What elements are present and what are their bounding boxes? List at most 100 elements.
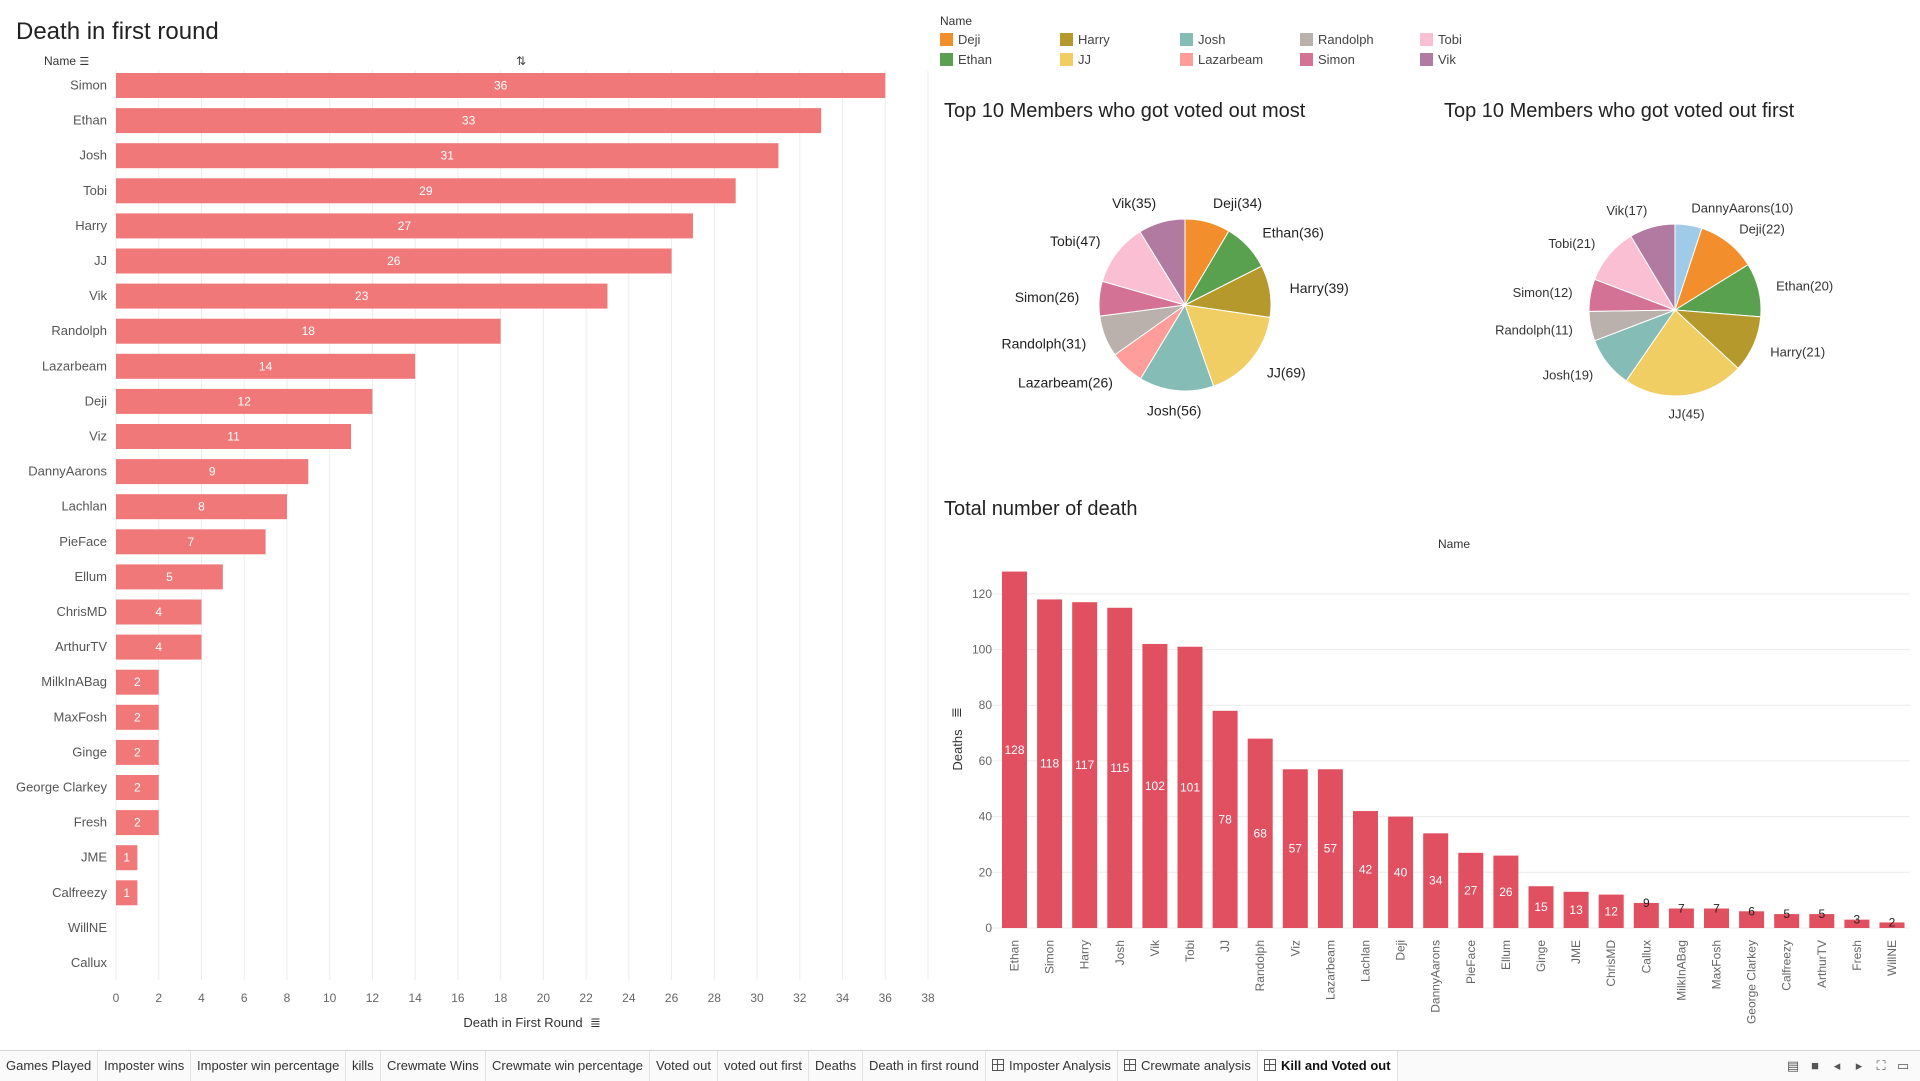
slice-tobi[interactable] [1101,231,1187,306]
tab-crewmate-wins[interactable]: Crewmate Wins [381,1051,486,1081]
bar-deji[interactable] [1388,816,1414,928]
x-axis-sort-icon[interactable]: ≣ [590,1015,601,1030]
bar-dannyaarons[interactable] [116,459,309,485]
bar-harry[interactable] [1072,602,1098,928]
bar-tobi[interactable] [116,178,736,204]
bar-vik[interactable] [116,283,608,309]
bar-simon[interactable] [1037,599,1063,928]
bar-ginge[interactable] [1528,886,1554,928]
bar-value-label: 2 [134,710,141,724]
bar-josh[interactable] [1107,607,1133,928]
bar-value-label: 11 [227,430,240,444]
bar-pieface[interactable] [116,529,266,555]
bar-callux[interactable] [1633,902,1659,928]
present-icon[interactable]: ▭ [1896,1058,1910,1073]
slice-vik[interactable] [1630,223,1676,312]
legend-item-ethan[interactable]: Ethan [940,52,992,67]
bar-jj[interactable] [1212,710,1238,928]
legend-item-randolph[interactable]: Randolph [1300,32,1374,47]
bar-arthurtv[interactable] [1809,914,1835,928]
bar-randolph[interactable] [116,318,501,344]
bar-jme[interactable] [1563,891,1589,928]
slice-jj[interactable] [1625,309,1739,397]
x-tick-label: 24 [622,991,636,1005]
bar-randolph[interactable] [1247,738,1273,928]
bar-lachlan[interactable] [116,494,287,520]
left-chart-title: Death in first round [16,18,219,45]
bar-maxfosh[interactable] [116,704,159,730]
tab-games-played[interactable]: Games Played [0,1051,99,1081]
bar-jme[interactable] [116,845,138,871]
legend-item-deji[interactable]: Deji [940,32,980,47]
next-sheet-icon[interactable]: ▸ [1855,1058,1863,1073]
fullscreen-icon[interactable]: ⛶ [1876,1058,1886,1073]
bar-calfreezy[interactable] [1774,914,1800,928]
film-view-icon[interactable]: ■ [1811,1058,1819,1073]
slice-jj[interactable] [1184,304,1271,387]
bar-chrismd[interactable] [1598,894,1624,928]
bar-value-label: 2 [1889,915,1896,929]
tab-kill-and-voted-out[interactable]: Kill and Voted out [1258,1051,1398,1081]
bar-dannyaarons[interactable] [1423,833,1449,928]
bar-fresh[interactable] [1844,919,1870,928]
bar-lachlan[interactable] [1353,811,1378,928]
slice-label: Randolph(31) [1001,336,1086,352]
bar-arthurtv[interactable] [116,634,202,660]
bar-deji[interactable] [116,388,373,414]
slice-josh[interactable] [1139,303,1215,392]
bar-pieface[interactable] [1458,852,1484,928]
bar-ethan[interactable] [116,108,822,134]
slice-vik[interactable] [1139,218,1186,307]
bar-vik[interactable] [1142,643,1168,928]
bar-ginge[interactable] [116,739,159,765]
tab-voted-out[interactable]: Voted out [650,1051,718,1081]
bar-harry[interactable] [116,213,693,239]
bar-value-label: 29 [419,184,433,198]
bar-george-clarkey[interactable] [116,775,159,800]
bar-calfreezy[interactable] [116,880,138,906]
tab-death-in-first-round[interactable]: Death in first round [863,1051,986,1081]
tab-crewmate-win-percentage[interactable]: Crewmate win percentage [486,1051,651,1081]
bar-simon[interactable] [116,73,886,98]
bar-lazarbeam[interactable] [116,353,416,379]
tab-deaths[interactable]: Deaths [809,1051,864,1081]
tab-imposter-win-percentage[interactable]: Imposter win percentage [191,1051,347,1081]
tab-crewmate-analysis[interactable]: Crewmate analysis [1118,1051,1258,1081]
bar-lazarbeam[interactable] [1317,769,1343,928]
grid-view-icon[interactable]: ▤ [1786,1058,1800,1073]
bar-ethan[interactable] [1002,571,1027,928]
legend-item-josh[interactable]: Josh [1180,32,1225,47]
bar-viz[interactable] [116,424,352,449]
y-axis-sort-icon[interactable]: ≣ [949,707,964,718]
tab-kills[interactable]: kills [346,1051,381,1081]
bar-ellum[interactable] [1493,855,1519,928]
bar-george-clarkey[interactable] [1739,911,1765,928]
bar-value-label: 57 [1324,842,1338,856]
tab-voted-out-first[interactable]: voted out first [718,1051,810,1081]
bar-willne[interactable] [1879,922,1905,928]
tab-imposter-wins[interactable]: Imposter wins [98,1051,192,1081]
bar-milkinabag[interactable] [116,669,159,695]
sort-icon[interactable]: ☰ [79,56,90,68]
legend-item-tobi[interactable]: Tobi [1420,32,1462,47]
bar-ellum[interactable] [116,564,223,590]
slice-label: JJ(69) [1267,364,1306,380]
bar-chrismd[interactable] [116,599,202,625]
tab-imposter-analysis[interactable]: Imposter Analysis [986,1051,1118,1081]
bar-maxfosh[interactable] [1704,908,1729,928]
bar-tobi[interactable] [1177,646,1203,928]
legend-item-lazarbeam[interactable]: Lazarbeam [1180,52,1263,67]
sort-by-measure-icon[interactable]: ⇅ [516,54,527,68]
legend-item-vik[interactable]: Vik [1420,52,1456,67]
row-header-name[interactable]: Name ☰ [44,54,89,68]
legend-item-simon[interactable]: Simon [1300,52,1355,67]
legend-item-jj[interactable]: JJ [1060,52,1091,67]
bar-fresh[interactable] [116,810,159,836]
x-category-label: Viz [1288,940,1302,956]
bar-jj[interactable] [116,248,672,274]
prev-sheet-icon[interactable]: ◂ [1833,1058,1841,1073]
bar-josh[interactable] [116,143,779,169]
bar-viz[interactable] [1282,769,1308,928]
bar-milkinabag[interactable] [1668,908,1694,928]
legend-item-harry[interactable]: Harry [1060,32,1110,47]
